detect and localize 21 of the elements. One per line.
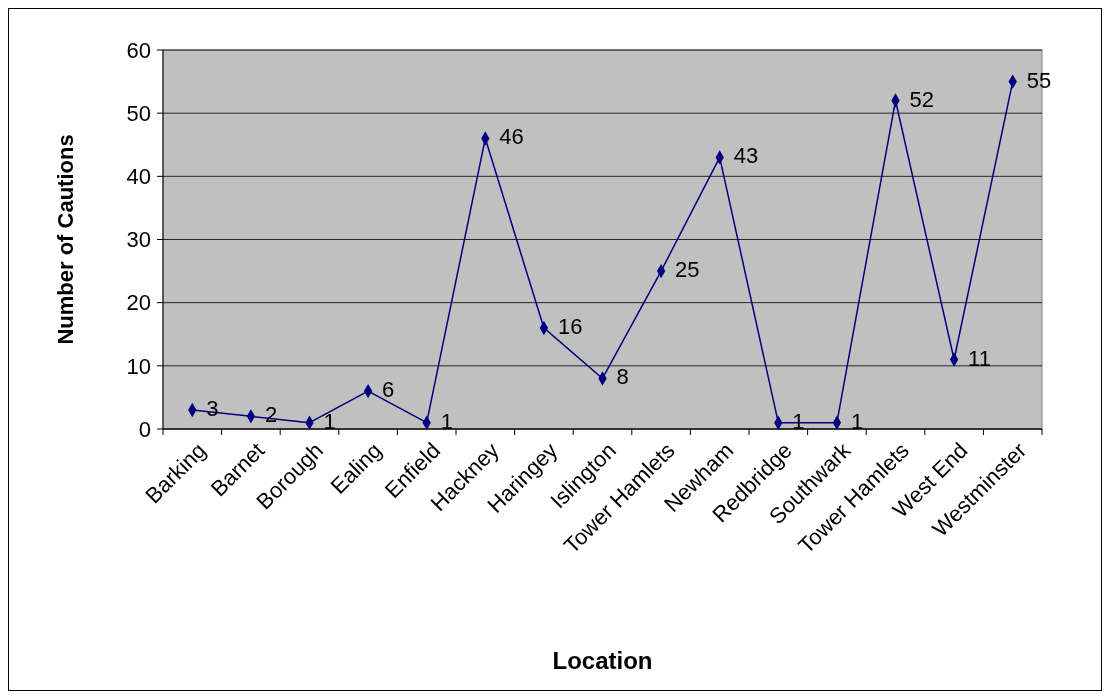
y-tick-label: 40: [126, 164, 151, 190]
data-label: 1: [440, 408, 453, 434]
x-axis-title: Location: [552, 647, 653, 674]
data-label: 6: [382, 377, 395, 403]
data-label: 1: [850, 408, 864, 434]
data-label: 43: [733, 143, 759, 169]
y-axis-title: Number of Cautions: [53, 134, 78, 345]
data-label: 16: [557, 313, 583, 339]
data-label: 25: [675, 257, 700, 283]
y-tick-label: 10: [126, 353, 151, 379]
data-label: 46: [499, 124, 524, 150]
y-tick-label: 0: [138, 416, 151, 442]
data-label: 11: [968, 345, 991, 371]
data-label: 8: [616, 364, 629, 390]
y-tick-label: 30: [126, 227, 151, 253]
y-tick-label: 20: [126, 290, 151, 316]
data-label: 52: [909, 86, 934, 112]
data-label: 1: [323, 408, 336, 434]
data-label: 55: [1026, 67, 1052, 93]
y-tick-label: 60: [126, 37, 151, 63]
y-tick-label: 50: [126, 100, 151, 126]
